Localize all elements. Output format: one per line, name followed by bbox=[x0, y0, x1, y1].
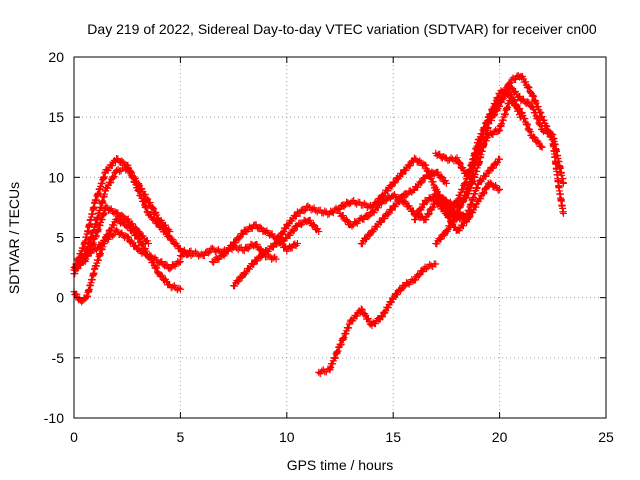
x-tick-label: 10 bbox=[279, 429, 295, 445]
chart-title: Day 219 of 2022, Sidereal Day-to-day VTE… bbox=[87, 21, 597, 37]
series-sat-l bbox=[315, 260, 440, 378]
data-marks bbox=[70, 71, 567, 378]
data-point-trace bbox=[410, 155, 504, 224]
data-point-trace bbox=[421, 179, 504, 235]
x-tick-label: 25 bbox=[598, 429, 614, 445]
x-axis-label: GPS time / hours bbox=[287, 457, 394, 473]
x-tick-label: 20 bbox=[492, 429, 508, 445]
x-tick-label: 15 bbox=[385, 429, 401, 445]
series-sat-k bbox=[357, 168, 450, 248]
x-tick-label: 5 bbox=[177, 429, 185, 445]
y-tick-label: 5 bbox=[56, 230, 64, 246]
y-tick-label: 10 bbox=[48, 169, 64, 185]
y-axis-ticks: -10 -5 0 5 10 15 20 bbox=[44, 49, 606, 426]
y-axis-label: SDTVAR / TECUs bbox=[6, 182, 22, 294]
y-tick-label: -5 bbox=[52, 350, 65, 366]
y-tick-label: 15 bbox=[48, 109, 64, 125]
y-tick-label: -10 bbox=[44, 410, 64, 426]
data-point-trace bbox=[315, 260, 440, 378]
x-tick-label: 0 bbox=[70, 429, 78, 445]
series-sat-m bbox=[421, 179, 504, 235]
x-axis-ticks: 0 5 10 15 20 25 bbox=[70, 57, 614, 445]
series-sat-r bbox=[410, 155, 504, 224]
y-tick-label: 20 bbox=[48, 49, 64, 65]
data-point-trace bbox=[357, 168, 450, 248]
series-sat-q bbox=[432, 90, 525, 180]
y-tick-label: 0 bbox=[56, 290, 64, 306]
data-point-trace bbox=[432, 90, 525, 180]
